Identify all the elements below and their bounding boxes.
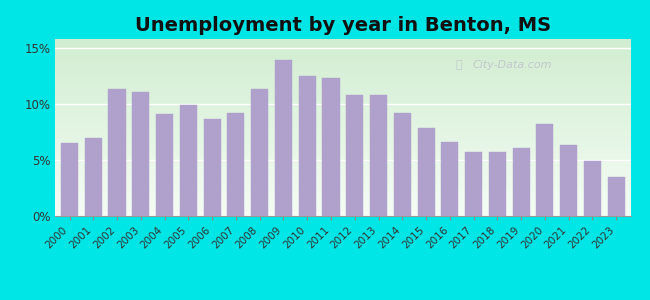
Bar (465, 152, 482, 216)
Bar (370, 95, 387, 216)
Bar (394, 113, 411, 216)
Bar (441, 142, 458, 216)
Bar (251, 89, 268, 216)
Bar (513, 148, 530, 216)
Text: ⦿: ⦿ (455, 60, 461, 70)
Bar (203, 118, 221, 216)
Bar (156, 114, 173, 216)
Bar (560, 146, 577, 216)
Bar (84, 138, 102, 216)
Bar (346, 95, 363, 216)
Bar (180, 105, 197, 216)
Bar (298, 76, 316, 216)
Bar (608, 177, 625, 216)
Bar (132, 92, 150, 216)
Bar (584, 161, 601, 216)
Bar (322, 78, 339, 216)
Bar (227, 113, 244, 216)
Bar (489, 152, 506, 216)
Text: City-Data.com: City-Data.com (473, 60, 552, 70)
Title: Unemployment by year in Benton, MS: Unemployment by year in Benton, MS (135, 16, 551, 35)
Bar (275, 60, 292, 216)
Bar (61, 143, 78, 216)
Bar (109, 89, 125, 216)
Bar (417, 128, 435, 216)
Bar (536, 124, 554, 216)
